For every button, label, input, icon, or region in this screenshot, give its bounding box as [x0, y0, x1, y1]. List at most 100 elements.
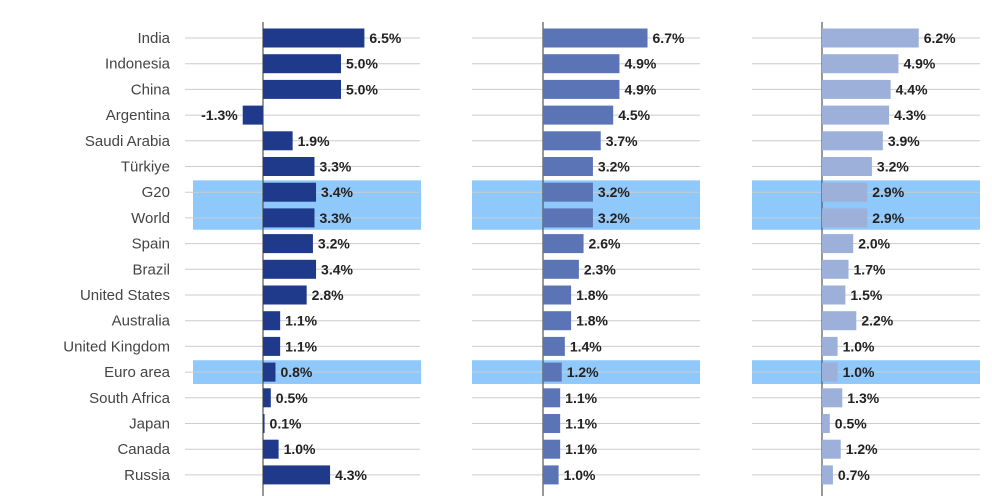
- value-label: 3.2%: [598, 184, 630, 200]
- value-label: 1.1%: [565, 390, 597, 406]
- bar: [263, 234, 313, 254]
- bar: [543, 234, 584, 254]
- bar: [822, 79, 891, 99]
- value-label: 2.9%: [872, 210, 904, 226]
- value-label: 3.3%: [319, 210, 351, 226]
- value-label: 4.3%: [335, 467, 367, 483]
- value-label: 1.8%: [576, 313, 608, 329]
- category-label: Saudi Arabia: [85, 133, 171, 150]
- category-label: United Kingdom: [63, 338, 170, 355]
- bar: [263, 79, 341, 99]
- value-label: 0.7%: [838, 467, 870, 483]
- value-label: 5.0%: [346, 81, 378, 97]
- value-label: 4.5%: [618, 107, 650, 123]
- value-label: 2.3%: [584, 261, 616, 277]
- bar: [822, 285, 846, 305]
- bar: [263, 388, 271, 408]
- value-label: 1.8%: [576, 287, 608, 303]
- bar: [543, 208, 593, 228]
- bar: [263, 285, 307, 305]
- bar: [543, 336, 565, 356]
- value-label: 1.0%: [564, 467, 596, 483]
- bar: [543, 79, 620, 99]
- value-label: 4.4%: [896, 81, 928, 97]
- value-label: 1.7%: [854, 261, 886, 277]
- bar: [263, 54, 341, 74]
- value-label: 1.1%: [565, 416, 597, 432]
- category-label: Japan: [129, 416, 170, 433]
- bar: [263, 439, 279, 459]
- value-label: 1.4%: [570, 338, 602, 354]
- value-label: 4.9%: [624, 56, 656, 72]
- bar: [242, 105, 263, 125]
- category-label: Türkiye: [121, 159, 170, 176]
- value-label: 1.2%: [567, 364, 599, 380]
- bar: [263, 131, 293, 151]
- category-label: Indonesia: [105, 56, 171, 73]
- value-label: 3.7%: [606, 133, 638, 149]
- bar: [822, 208, 868, 228]
- value-label: -1.3%: [201, 107, 238, 123]
- bar: [822, 28, 919, 48]
- bar: [543, 28, 648, 48]
- category-label: World: [131, 210, 170, 227]
- bar: [543, 54, 620, 74]
- bar: [822, 388, 843, 408]
- category-label: Argentina: [106, 107, 171, 124]
- value-label: 1.5%: [850, 287, 882, 303]
- value-label: 2.0%: [858, 236, 890, 252]
- bar: [263, 414, 265, 433]
- bar: [543, 105, 614, 125]
- bar: [822, 311, 857, 331]
- category-label: China: [131, 81, 171, 98]
- bar: [822, 54, 899, 74]
- bar: [543, 388, 561, 408]
- bar: [822, 182, 868, 202]
- bar: [263, 362, 276, 382]
- value-label: 1.0%: [843, 338, 875, 354]
- bar: [263, 157, 315, 176]
- bar: [263, 208, 315, 228]
- value-label: 2.8%: [312, 287, 344, 303]
- bar: [543, 414, 561, 433]
- bar: [543, 439, 561, 459]
- gridline-layer: [185, 37, 980, 476]
- bar: [543, 285, 572, 305]
- bar: [822, 259, 849, 279]
- value-label: 4.3%: [894, 107, 926, 123]
- value-label: 1.2%: [846, 441, 878, 457]
- category-label: Brazil: [132, 261, 170, 278]
- category-label: India: [137, 30, 170, 47]
- category-label: Euro area: [104, 364, 171, 381]
- bar: [263, 28, 365, 48]
- value-label: 1.1%: [565, 441, 597, 457]
- bar: [543, 362, 562, 382]
- value-label: 6.7%: [653, 30, 685, 46]
- value-label: 5.0%: [346, 56, 378, 72]
- bar: [822, 336, 838, 356]
- bar: [263, 336, 281, 356]
- value-label: 0.5%: [276, 390, 308, 406]
- category-label: Australia: [112, 313, 171, 330]
- value-label: 2.2%: [861, 313, 893, 329]
- value-label: 3.4%: [321, 261, 353, 277]
- bar: [822, 465, 833, 485]
- bar: [822, 234, 854, 254]
- value-label: 3.9%: [888, 133, 920, 149]
- label-layer: India Indonesia China Argentina Saudi Arabia…: [63, 30, 956, 484]
- value-label: 1.3%: [847, 390, 879, 406]
- value-label: 3.2%: [877, 159, 909, 175]
- bar: [822, 414, 830, 433]
- category-label: Spain: [132, 236, 170, 253]
- value-label: 1.9%: [298, 133, 330, 149]
- value-label: 6.2%: [924, 30, 956, 46]
- value-label: 6.5%: [369, 30, 401, 46]
- bar: [543, 131, 601, 151]
- category-label: Canada: [117, 441, 170, 458]
- value-label: 0.8%: [280, 364, 312, 380]
- value-label: 0.1%: [270, 416, 302, 432]
- bar: [263, 259, 317, 279]
- value-label: 0.5%: [835, 416, 867, 432]
